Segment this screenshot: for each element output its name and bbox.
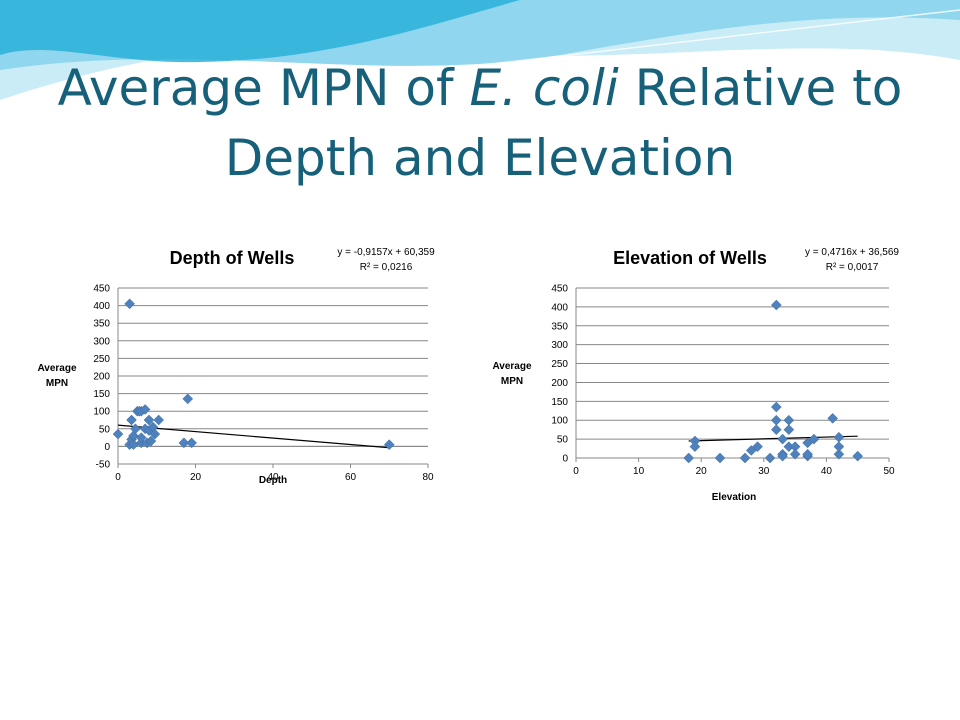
x-tick-label: 60: [345, 472, 357, 483]
data-point-marker: [783, 424, 795, 436]
data-point-marker: [139, 404, 151, 415]
data-point-marker: [752, 441, 763, 453]
data-point-marker: [777, 433, 788, 445]
data-point-marker: [770, 414, 782, 426]
y-tick-label: 0: [104, 442, 110, 453]
data-point-marker: [770, 424, 782, 436]
data-point-marker: [153, 414, 165, 426]
data-point-marker: [178, 437, 190, 449]
trendline-equation: y = 0,4716x + 36,569: [805, 247, 899, 258]
x-tick-label: 10: [633, 466, 645, 477]
chart-title: Elevation of Wells: [613, 248, 767, 268]
y-tick-label: 100: [551, 416, 568, 427]
chart-title: Depth of Wells: [170, 248, 295, 268]
data-point-marker: [149, 428, 161, 440]
wave-band-dark: [0, 0, 520, 63]
data-point-marker: [124, 298, 135, 310]
y-tick-label: 300: [551, 340, 568, 351]
y-tick-label: 250: [93, 354, 110, 365]
y-tick-label: 0: [562, 454, 568, 465]
y-tick-label: 350: [551, 321, 568, 332]
gridlines: [576, 287, 889, 459]
x-tick-label: 50: [883, 466, 895, 477]
data-point-marker: [827, 412, 839, 424]
y-tick-label: 450: [551, 284, 568, 295]
data-points: [683, 299, 864, 464]
data-point-marker: [770, 299, 782, 311]
axes: 0 50 100 150 200 250 300 350 400 450 0 10 20 30 40 50: [551, 284, 895, 478]
trendline: [688, 435, 858, 442]
x-axis-title: Elevation: [712, 492, 756, 503]
data-point-marker: [852, 450, 864, 462]
slide-title-line-1: Average MPN of E. coli Relative to: [57, 59, 903, 117]
x-tick-label: 40: [267, 472, 279, 483]
y-tick-label: 350: [93, 319, 110, 330]
data-point-marker: [135, 432, 147, 443]
x-tick-label: 40: [821, 466, 833, 477]
x-tick-label: 20: [190, 472, 202, 483]
data-point-marker: [789, 448, 801, 460]
r-squared-label: R² = 0,0017: [826, 262, 879, 273]
data-point-marker: [130, 423, 141, 435]
data-point-marker: [802, 448, 813, 460]
data-point-marker: [770, 401, 782, 413]
y-tick-label: 150: [551, 397, 568, 408]
wave-line: [59, 9, 960, 101]
data-point-marker: [714, 452, 726, 464]
linear-trendline: [688, 435, 858, 442]
r-squared-label: R² = 0,0216: [360, 262, 413, 273]
axes: -50 0 50 100 150 200 250 300 350 400 450 0 20 40 60 80: [93, 284, 434, 484]
x-axis-title: Depth: [259, 475, 287, 486]
x-tick-label: 30: [758, 466, 770, 477]
data-point-marker: [739, 452, 751, 464]
y-tick-label: 400: [551, 302, 568, 313]
elevation-of-wells-chart: Elevation of Wells y = 0,4716x + 36,569 …: [492, 247, 899, 503]
y-tick-label: 200: [551, 378, 568, 389]
organism-name: E. coli: [469, 59, 619, 117]
y-tick-label: 450: [93, 284, 110, 295]
data-points: [112, 298, 395, 450]
y-tick-label: 200: [93, 372, 110, 383]
x-tick-label: 20: [696, 466, 708, 477]
y-axis-title: Average MPN: [37, 363, 77, 389]
trendline-equation: y = -0,9157x + 60,359: [337, 247, 435, 258]
data-point-marker: [182, 393, 194, 405]
data-point-marker: [833, 448, 845, 460]
data-point-marker: [145, 435, 157, 447]
y-tick-label: 250: [551, 359, 568, 370]
x-tick-label: 0: [573, 466, 579, 477]
y-tick-label: 400: [93, 301, 110, 312]
data-point-marker: [764, 452, 776, 464]
data-point-marker: [833, 441, 845, 453]
data-point-marker: [143, 414, 155, 426]
depth-of-wells-chart: Depth of Wells y = -0,9157x + 60,359 R² …: [37, 247, 435, 486]
data-point-marker: [808, 433, 820, 445]
y-tick-label: 150: [93, 389, 110, 400]
y-tick-label: 300: [93, 336, 110, 347]
y-tick-label: 100: [93, 407, 110, 418]
data-point-marker: [777, 450, 788, 462]
decorative-wave-banner: [0, 0, 960, 101]
data-point-marker: [683, 452, 695, 464]
y-axis-title: Average MPN: [492, 361, 532, 387]
trendline: [117, 424, 390, 449]
data-point-marker: [126, 414, 137, 426]
y-tick-label: 50: [99, 424, 111, 435]
data-point-marker: [783, 414, 795, 426]
data-point-marker: [833, 431, 845, 443]
data-point-marker: [186, 437, 197, 449]
slide-title-line-2: Depth and Elevation: [224, 129, 736, 187]
linear-trendline: [117, 424, 390, 449]
y-tick-label: 50: [557, 435, 569, 446]
data-point-marker: [689, 441, 701, 453]
data-point-marker: [112, 428, 124, 440]
x-tick-label: 0: [115, 472, 121, 483]
x-tick-label: 80: [422, 472, 434, 483]
data-point-marker: [383, 439, 395, 450]
y-tick-label: -50: [96, 460, 111, 471]
